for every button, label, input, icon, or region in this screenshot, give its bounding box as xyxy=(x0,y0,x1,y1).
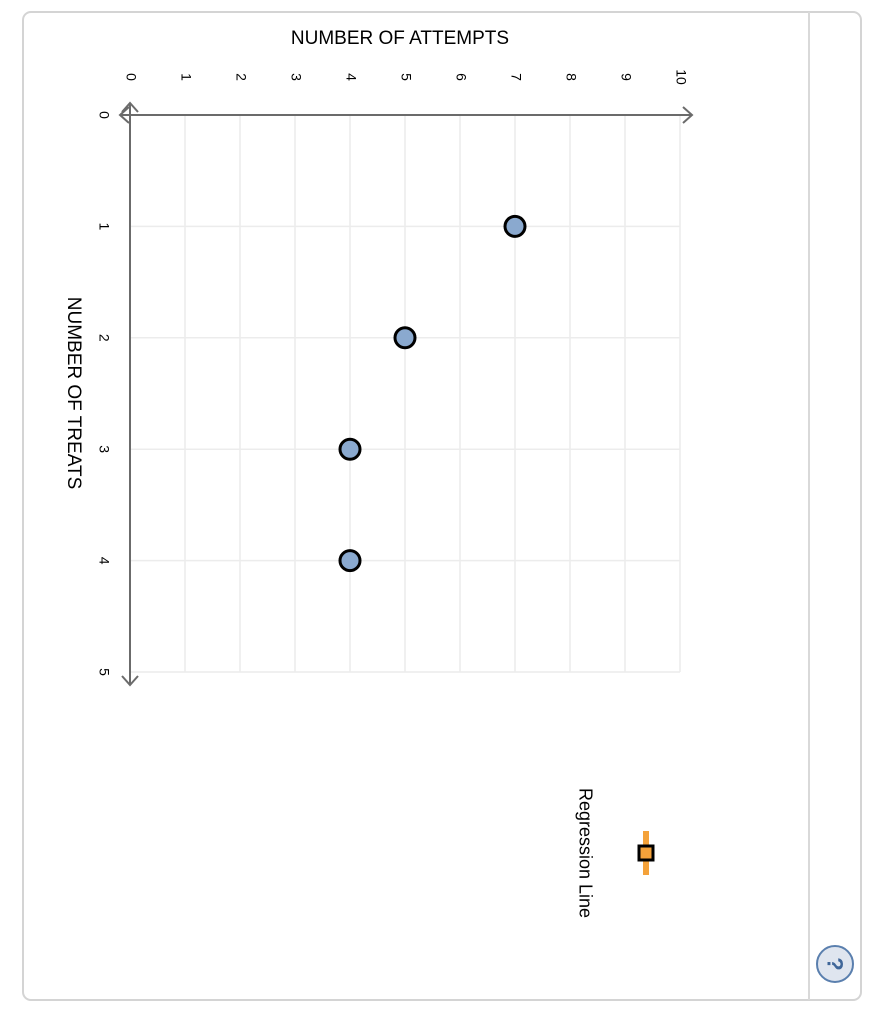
tick-label: 0 xyxy=(123,73,139,81)
tick-label: 1 xyxy=(178,73,194,81)
tick-label: 3 xyxy=(288,73,304,81)
data-point[interactable] xyxy=(393,326,417,350)
help-button[interactable]: ? xyxy=(816,945,854,983)
tick-label: 2 xyxy=(96,334,112,342)
treats-axis-label: NUMBER OF TREATS xyxy=(63,297,84,489)
tick-label: 5 xyxy=(96,668,112,676)
tick-labels: 0 1 2 3 4 5 6 7 8 9 10 0 1 2 3 4 5 xyxy=(96,69,689,676)
grid xyxy=(130,115,681,673)
regression-line-label: Regression Line xyxy=(575,788,595,918)
axes xyxy=(118,101,694,687)
tick-label: 7 xyxy=(508,73,524,81)
axis-labels: NUMBER OF ATTEMPTS NUMBER OF TREATS xyxy=(63,28,509,489)
attempts-axis-label: NUMBER OF ATTEMPTS xyxy=(291,28,509,49)
data-point[interactable] xyxy=(338,549,362,573)
arrow-right-icon xyxy=(682,106,694,124)
tick-label: 4 xyxy=(96,557,112,565)
tick-label: 4 xyxy=(343,73,359,81)
tick-label: 0 xyxy=(96,111,112,119)
arrow-down-icon xyxy=(121,675,139,687)
tick-label: 10 xyxy=(673,69,689,85)
tick-label: 9 xyxy=(618,73,634,81)
arrow-up-icon xyxy=(121,101,139,113)
tick-label: 8 xyxy=(563,73,579,81)
regression-line-tool[interactable]: Regression Line xyxy=(575,788,655,918)
tick-label: 1 xyxy=(96,223,112,231)
arrow-left-icon xyxy=(118,106,130,124)
data-point[interactable] xyxy=(503,214,527,238)
data-point[interactable] xyxy=(338,437,362,461)
tick-label: 5 xyxy=(398,73,414,81)
regression-handle-icon[interactable] xyxy=(637,844,655,862)
data-points[interactable] xyxy=(338,214,527,573)
tick-label: 3 xyxy=(96,445,112,453)
tick-label: 6 xyxy=(453,73,469,81)
graph-panel xyxy=(22,11,862,1001)
help-icon: ? xyxy=(822,957,848,971)
panel-divider xyxy=(808,12,810,1000)
tick-label: 2 xyxy=(233,73,249,81)
